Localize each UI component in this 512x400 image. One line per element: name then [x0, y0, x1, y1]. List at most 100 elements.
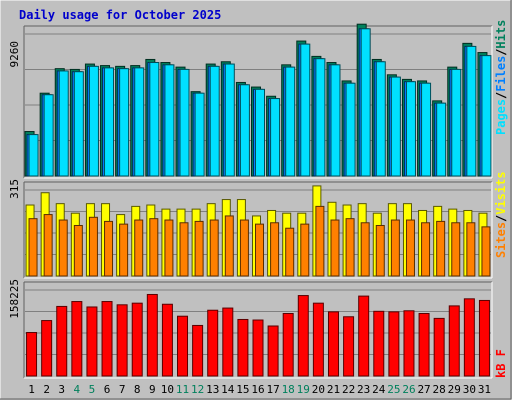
- bar-pages-day-25: [390, 76, 401, 177]
- bar-kb-f-day-12: [192, 324, 204, 377]
- bar-pages-day-30: [466, 45, 477, 177]
- x-tick-day-11: 11: [176, 383, 189, 396]
- bar-kb-f-day-22: [343, 316, 355, 377]
- x-tick-day-14: 14: [221, 383, 235, 396]
- bar-sites-day-23: [360, 222, 370, 277]
- x-tick-day-17: 17: [266, 383, 279, 396]
- bar-pages-day-10: [164, 64, 175, 177]
- panel-0: [23, 23, 493, 179]
- x-tick-day-23: 23: [357, 383, 370, 396]
- legend-0-0: Pages: [494, 99, 508, 135]
- bar-pages-day-26: [405, 81, 416, 177]
- x-tick-day-21: 21: [327, 383, 340, 396]
- bar-kb-f-day-25: [388, 311, 400, 377]
- bar-kb-f-day-4: [71, 301, 83, 377]
- bar-kb-f-day-30: [463, 298, 475, 377]
- x-tick-day-12: 12: [191, 383, 204, 396]
- bar-kb-f-day-26: [403, 310, 415, 377]
- bar-sites-day-12: [194, 220, 204, 277]
- bar-pages-day-24: [375, 61, 386, 177]
- chart-title: Daily usage for October 2025: [19, 8, 221, 22]
- bar-sites-day-19: [300, 223, 310, 277]
- bar-pages-day-5: [88, 65, 99, 177]
- bar-sites-day-8: [134, 219, 144, 277]
- x-tick-day-28: 28: [433, 383, 446, 396]
- bar-sites-day-15: [239, 219, 249, 277]
- x-tick-day-4: 4: [74, 383, 81, 396]
- bar-kb-f-day-7: [116, 304, 128, 377]
- bar-pages-day-28: [436, 102, 447, 177]
- bar-pages-day-7: [119, 68, 130, 177]
- bar-pages-day-12: [194, 92, 205, 177]
- bar-kb-f-day-18: [282, 312, 294, 377]
- top-panel-max-label: 9260: [8, 41, 21, 68]
- bar-kb-f-day-23: [358, 295, 370, 377]
- bar-pages-day-14: [224, 63, 235, 177]
- bar-kb-f-day-21: [327, 311, 339, 377]
- bar-sites-day-3: [58, 219, 68, 277]
- bar-pages-day-18: [285, 66, 296, 177]
- chart-panels: [23, 23, 493, 379]
- x-tick-day-20: 20: [312, 383, 325, 396]
- bar-sites-day-4: [73, 224, 83, 277]
- x-tick-day-31: 31: [478, 383, 491, 396]
- bar-pages-day-21: [330, 64, 341, 177]
- legend-2-0: kB F: [494, 349, 508, 378]
- bar-sites-day-14: [224, 215, 234, 277]
- legend-1-1: /: [494, 215, 508, 222]
- bar-sites-day-7: [119, 223, 129, 277]
- bar-pages-day-20: [315, 58, 326, 177]
- bar-pages-day-11: [179, 68, 190, 177]
- bar-sites-day-18: [285, 227, 295, 277]
- bar-sites-day-9: [149, 218, 159, 277]
- bar-sites-day-10: [164, 219, 174, 277]
- legend-0-3: /: [494, 49, 508, 56]
- x-tick-day-3: 3: [58, 383, 65, 396]
- bar-pages-day-31: [481, 55, 492, 177]
- x-tick-labels: 1 2 3 4 5 6 7 8 9 10 11 12 13 14 15 16 17 18 19 20 21 22 23 24 2…: [28, 383, 491, 396]
- bar-kb-f-day-31: [478, 299, 490, 377]
- x-tick-day-8: 8: [134, 383, 141, 396]
- bar-sites-day-20: [315, 205, 325, 277]
- bar-pages-day-29: [451, 68, 462, 177]
- bar-pages-day-23: [360, 28, 371, 177]
- bar-kb-f-day-1: [26, 332, 38, 377]
- bar-pages-day-4: [73, 71, 84, 177]
- x-tick-day-1: 1: [28, 383, 35, 396]
- bar-kb-f-day-6: [101, 301, 113, 377]
- bar-kb-f-day-15: [237, 318, 249, 377]
- x-tick-day-9: 9: [149, 383, 156, 396]
- x-tick-day-30: 30: [463, 383, 476, 396]
- bar-kb-f-day-9: [146, 293, 158, 377]
- bar-pages-day-17: [270, 98, 281, 177]
- x-tick-day-16: 16: [251, 383, 264, 396]
- bar-sites-day-29: [451, 222, 461, 277]
- x-tick-day-15: 15: [236, 383, 249, 396]
- bar-sites-day-28: [436, 220, 446, 277]
- bar-pages-day-16: [255, 88, 265, 177]
- bar-sites-day-25: [390, 219, 400, 277]
- bar-kb-f-day-24: [373, 310, 385, 377]
- bar-kb-f-day-5: [86, 306, 98, 377]
- x-tick-day-6: 6: [104, 383, 111, 396]
- bar-sites-day-13: [209, 219, 219, 277]
- bar-sites-day-6: [104, 220, 114, 277]
- bar-sites-day-27: [421, 222, 431, 277]
- legend-0-4: Hits: [494, 20, 508, 49]
- bar-kb-f-day-14: [222, 307, 234, 377]
- bar-pages-day-3: [58, 70, 69, 177]
- bar-kb-f-day-10: [161, 303, 173, 377]
- bar-sites-day-26: [405, 219, 415, 277]
- bar-pages-day-15: [239, 84, 250, 177]
- bar-kb-f-day-11: [177, 315, 189, 377]
- bar-sites-day-11: [179, 222, 189, 277]
- bar-pages-day-1: [28, 134, 39, 177]
- bar-pages-day-27: [421, 82, 432, 177]
- bar-sites-day-31: [481, 226, 491, 277]
- x-tick-day-22: 22: [342, 383, 355, 396]
- legend-0-2: Files: [494, 56, 508, 92]
- bar-kb-f-day-28: [433, 317, 445, 377]
- x-tick-day-2: 2: [43, 383, 50, 396]
